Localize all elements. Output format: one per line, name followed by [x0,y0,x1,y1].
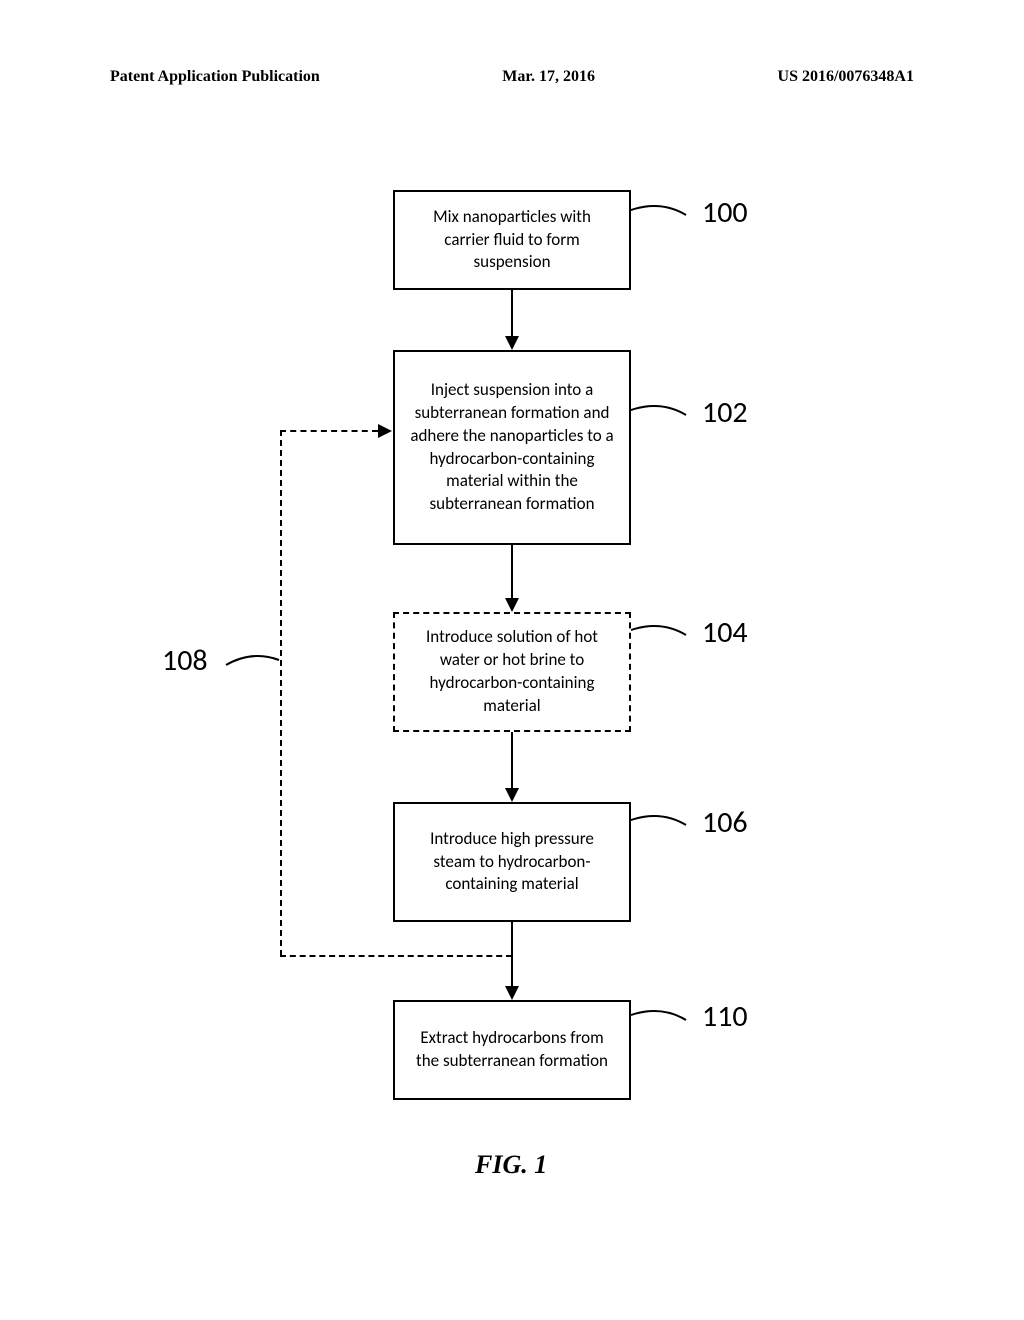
ref-label-108: 108 [162,642,208,679]
figure-caption: FIG. 1 [475,1150,547,1180]
callout-line-110 [631,1005,691,1035]
header-right: US 2016/0076348A1 [778,68,914,86]
step-box-102: Inject suspension into a subterranean fo… [393,350,631,545]
arrow-106-110 [511,922,513,986]
loop-108-left-v [280,430,282,956]
loop-108-bottom-h [280,955,512,957]
callout-line-108 [224,650,284,680]
ref-label-110: 110 [702,998,748,1035]
flowchart-figure-1: Mix nanoparticles with carrier fluid to … [0,180,1024,1160]
step-text: Extract hydrocarbons from the subterrane… [409,1027,615,1073]
arrowhead-104-106 [505,788,519,802]
callout-line-104 [631,620,691,650]
loop-108-top-h [280,430,378,432]
step-box-106: Introduce high pressure steam to hydroca… [393,802,631,922]
header-left: Patent Application Publication [110,68,320,86]
step-box-110: Extract hydrocarbons from the subterrane… [393,1000,631,1100]
ref-label-104: 104 [702,614,748,651]
arrowhead-106-110 [505,986,519,1000]
arrowhead-100-102 [505,336,519,350]
step-text: Introduce solution of hot water or hot b… [409,626,615,718]
ref-label-102: 102 [702,394,748,431]
step-box-100: Mix nanoparticles with carrier fluid to … [393,190,631,290]
step-text: Mix nanoparticles with carrier fluid to … [409,206,615,275]
arrow-104-106 [511,732,513,788]
step-text: Inject suspension into a subterranean fo… [409,379,615,517]
callout-line-102 [631,400,691,430]
step-text: Introduce high pressure steam to hydroca… [409,828,615,897]
ref-label-100: 100 [702,194,748,231]
ref-label-106: 106 [702,804,748,841]
arrow-102-104 [511,545,513,598]
callout-line-100 [631,200,691,230]
callout-line-106 [631,810,691,840]
arrow-100-102 [511,290,513,336]
loop-108-arrowhead [378,424,392,438]
step-box-104: Introduce solution of hot water or hot b… [393,612,631,732]
arrowhead-102-104 [505,598,519,612]
header-center: Mar. 17, 2016 [502,68,595,86]
page-header: Patent Application Publication Mar. 17, … [0,68,1024,86]
